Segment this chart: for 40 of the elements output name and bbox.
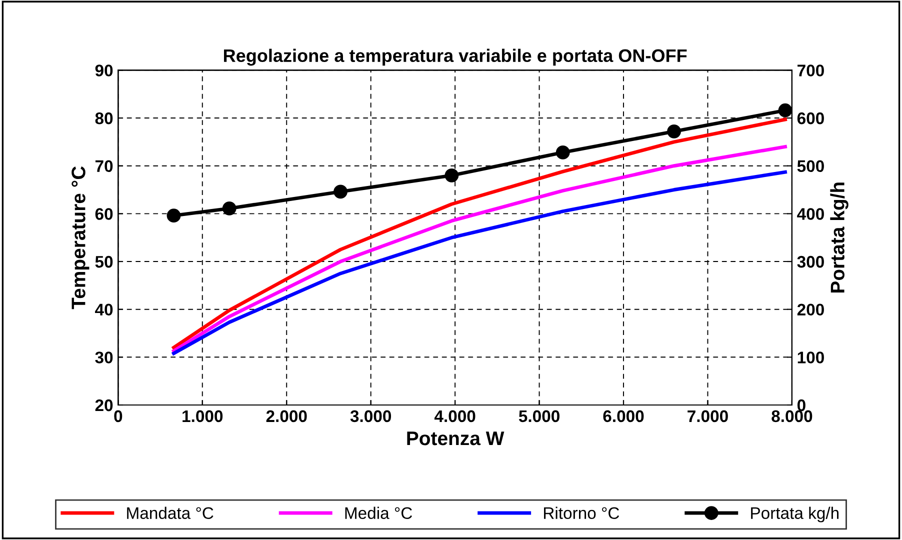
y-tick-label: 70 bbox=[95, 160, 113, 172]
x-tick-label: 2.000 bbox=[266, 410, 307, 422]
y-tick-label: 90 bbox=[95, 64, 113, 76]
legend-label: Ritorno °C bbox=[544, 506, 620, 520]
point bbox=[667, 124, 681, 138]
y2-tick-label: 600 bbox=[797, 112, 824, 124]
y-tick-label: 50 bbox=[95, 256, 113, 268]
chart-title: Regolazione a temperatura variabile e portata ON-OFF bbox=[224, 48, 687, 66]
y-tick-label: 30 bbox=[95, 352, 113, 364]
y2-axis-title: Portata kg/h bbox=[830, 182, 848, 292]
y2-tick-label: 500 bbox=[797, 160, 824, 172]
x-tick-label: 8.000 bbox=[772, 410, 812, 422]
x-tick-label: 3.000 bbox=[350, 410, 392, 422]
point bbox=[556, 146, 570, 160]
y-tick-label: 20 bbox=[95, 399, 113, 412]
y2-tick-label: 700 bbox=[798, 64, 824, 76]
y-tick-label: 40 bbox=[95, 304, 113, 316]
x-tick-label: 0 bbox=[114, 410, 122, 422]
x-tick-label: 1.000 bbox=[182, 410, 223, 422]
y2-tick-label: 100 bbox=[798, 352, 824, 364]
y-axis-title: Temperature °C bbox=[72, 166, 90, 310]
x-tick-label: 5.000 bbox=[518, 410, 560, 422]
point bbox=[444, 168, 459, 182]
x-axis-title: Potenza W bbox=[407, 432, 504, 446]
x-tick-label: 7.000 bbox=[688, 410, 728, 422]
legend-label: Mandata °C bbox=[127, 506, 214, 520]
point bbox=[778, 103, 792, 118]
point bbox=[166, 208, 181, 223]
y2-tick-label: 200 bbox=[797, 304, 824, 316]
y-tick-label: 80 bbox=[95, 112, 113, 124]
y2-tick-label: 0 bbox=[797, 399, 806, 412]
y-tick-label: 60 bbox=[95, 208, 113, 220]
legend-label: Portata kg/h bbox=[751, 506, 839, 522]
x-tick-label: 4.000 bbox=[434, 410, 476, 422]
x-tick-label: 6.000 bbox=[603, 410, 644, 422]
point bbox=[222, 201, 236, 216]
y2-tick-label: 400 bbox=[797, 208, 824, 220]
y2-tick-label: 300 bbox=[797, 256, 824, 268]
legend-label: Media °C bbox=[345, 506, 412, 520]
point bbox=[334, 184, 348, 199]
